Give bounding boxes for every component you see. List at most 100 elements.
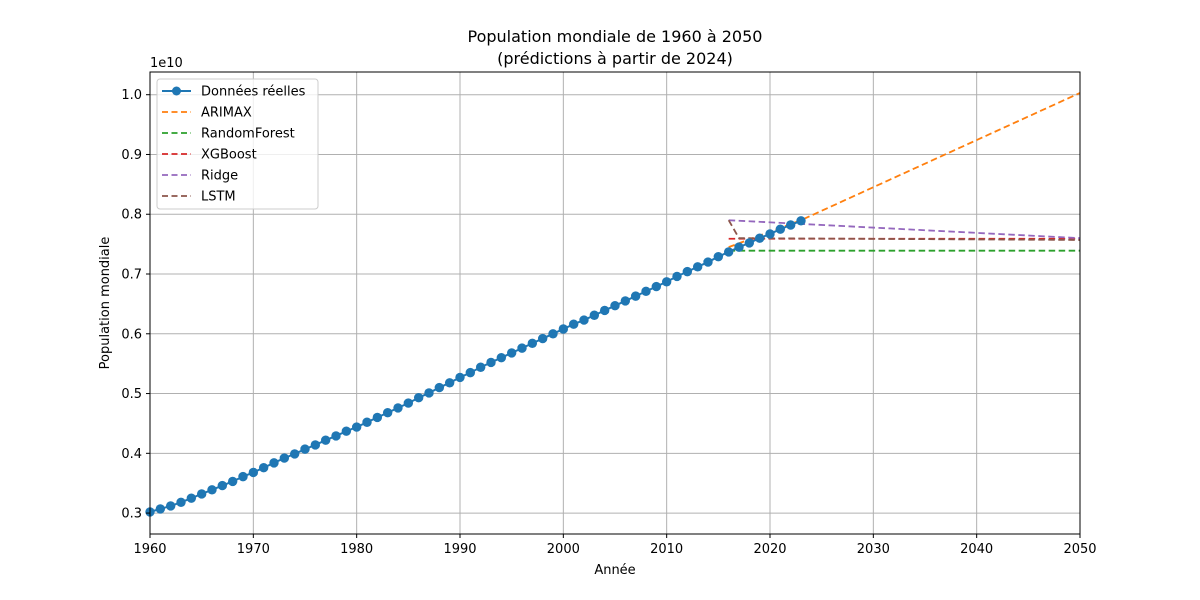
- data-point: [527, 338, 538, 349]
- x-tick-label: 1970: [237, 542, 270, 557]
- data-point: [610, 300, 620, 311]
- legend-label: ARIMAX: [201, 106, 252, 121]
- series-line-lstm: [727, 219, 1081, 241]
- data-point: [775, 224, 786, 234]
- x-tick-label: 1960: [133, 542, 166, 557]
- data-point: [238, 471, 248, 482]
- data-point: [744, 238, 755, 248]
- data-point: [475, 362, 486, 372]
- legend-label: LSTM: [201, 190, 236, 205]
- y-scale-offset-label: 1e10: [150, 56, 183, 71]
- data-point: [692, 262, 703, 272]
- y-tick-label: 0.7: [121, 268, 142, 283]
- data-point: [765, 229, 775, 239]
- data-point: [382, 407, 393, 418]
- x-tick-label: 2050: [1063, 542, 1096, 557]
- data-point: [331, 431, 341, 441]
- x-tick-label: 2010: [650, 542, 683, 557]
- data-point: [785, 220, 796, 230]
- data-point: [496, 352, 507, 363]
- data-point: [713, 251, 724, 262]
- data-point: [300, 444, 310, 454]
- plot-frame: [149, 71, 1081, 535]
- y-axis-label: Population mondiale: [98, 237, 113, 370]
- data-point: [682, 266, 693, 277]
- data-point: [165, 501, 176, 511]
- x-axis-label: Année: [594, 563, 635, 578]
- y-tick-label: 0.4: [121, 447, 142, 462]
- data-point: [486, 357, 496, 368]
- x-tick-label: 2000: [547, 542, 580, 557]
- legend-label: RandomForest: [201, 127, 295, 142]
- data-point: [630, 291, 641, 301]
- data-point: [796, 216, 806, 226]
- data-point: [362, 417, 372, 427]
- legend-box: [156, 78, 319, 210]
- series-line-ridge: [728, 219, 1081, 240]
- y-tick-label: 0.8: [121, 208, 142, 223]
- legend-item: RandomForest: [162, 127, 295, 142]
- y-tick-label: 0.9: [121, 148, 142, 163]
- series-line-donn-es-r-elles: [149, 219, 802, 513]
- x-tick-label: 2020: [753, 542, 786, 557]
- y-tick-label: 0.3: [121, 507, 142, 522]
- data-point: [207, 485, 217, 495]
- data-point: [589, 310, 600, 320]
- x-axis: 1960 1970 1980 1990 2000 2010 2020 2030 2040 2050: [133, 534, 1097, 557]
- series-layer: [145, 92, 1081, 517]
- data-point: [341, 426, 352, 436]
- data-point: [620, 296, 631, 306]
- x-tick-label: 1990: [443, 542, 476, 557]
- data-point: [289, 449, 300, 459]
- data-point: [372, 412, 383, 423]
- data-point: [217, 480, 228, 491]
- data-point: [248, 467, 259, 478]
- legend-item: Données réelles: [162, 85, 306, 100]
- data-point: [506, 348, 517, 358]
- data-point: [455, 372, 465, 383]
- data-point: [434, 382, 445, 393]
- x-tick-label: 2030: [857, 542, 890, 557]
- data-point: [537, 333, 548, 344]
- legend-item: Ridge: [162, 169, 238, 184]
- data-point: [651, 281, 662, 292]
- data-point: [672, 271, 682, 282]
- legend-label: Ridge: [201, 169, 238, 184]
- legend-label: Données réelles: [201, 85, 306, 100]
- data-point: [393, 403, 403, 413]
- x-tick-label: 1980: [340, 542, 373, 557]
- data-point: [279, 453, 290, 463]
- chart-title: Population mondiale de 1960 à 2050: [468, 27, 763, 46]
- data-point: [186, 493, 197, 503]
- y-axis: 0.3 0.4 0.5 0.6 0.7 0.8 0.9 1.0: [121, 88, 150, 522]
- chart-subtitle: (prédictions à partir de 2024): [497, 49, 733, 68]
- legend-marker: [172, 86, 181, 96]
- data-point: [424, 388, 434, 398]
- y-tick-label: 0.6: [121, 327, 142, 342]
- data-point: [599, 305, 610, 316]
- data-point: [641, 286, 651, 297]
- data-point: [227, 476, 238, 487]
- legend-label: XGBoost: [201, 148, 257, 163]
- data-point: [579, 315, 589, 325]
- series-line-arimax: [728, 92, 1081, 248]
- legend-item: ARIMAX: [162, 106, 252, 121]
- data-point: [155, 504, 166, 514]
- data-point: [548, 329, 558, 339]
- legend: Données réelles ARIMAX RandomForest XGBoost…: [156, 78, 319, 210]
- legend-item: LSTM: [162, 190, 236, 205]
- data-point: [413, 393, 424, 403]
- data-point: [754, 233, 765, 243]
- y-tick-label: 1.0: [121, 88, 142, 103]
- data-point: [734, 242, 744, 252]
- data-point: [310, 440, 321, 450]
- data-point: [703, 257, 713, 267]
- data-point: [196, 489, 207, 499]
- data-point: [465, 367, 476, 378]
- x-tick-label: 2040: [960, 542, 993, 557]
- data-point: [661, 277, 672, 287]
- legend-item: XGBoost: [162, 148, 257, 163]
- data-point: [320, 435, 331, 445]
